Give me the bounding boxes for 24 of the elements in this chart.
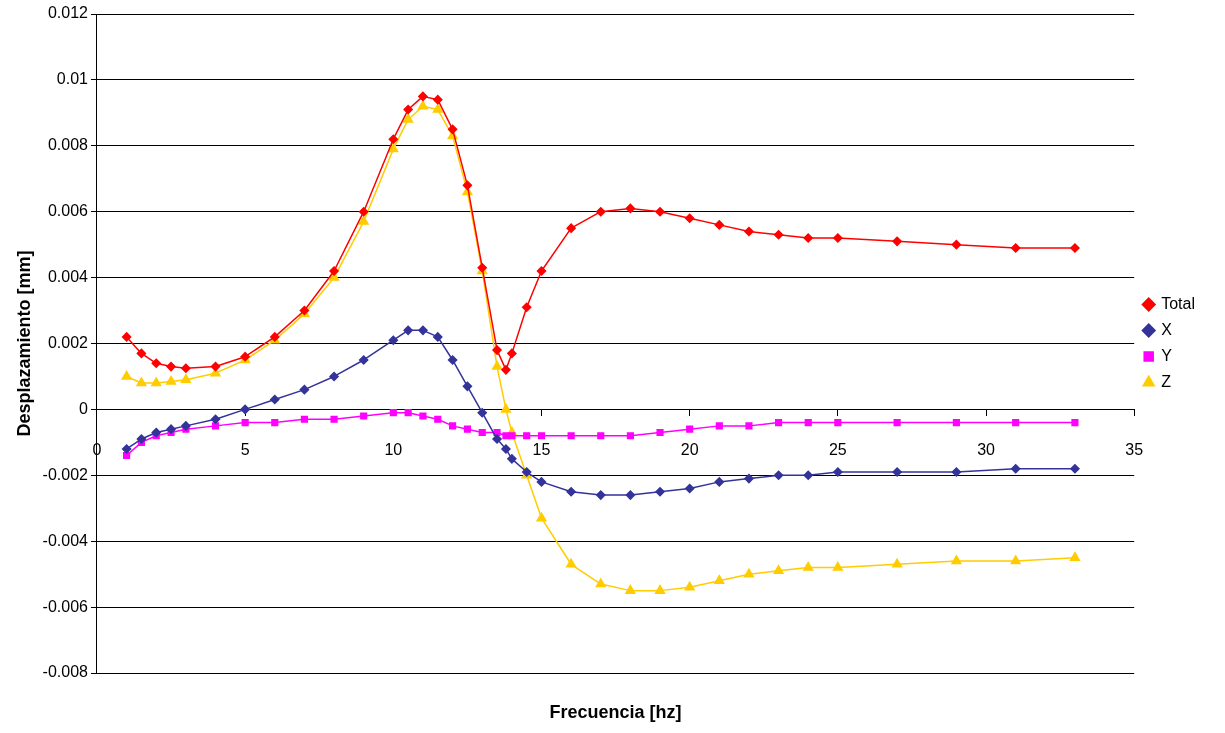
x-tick-label: 15	[532, 441, 551, 459]
x-tick-label: 5	[240, 441, 250, 459]
y-tick-label: 0.012	[47, 4, 89, 22]
x-tick-label: 30	[977, 441, 996, 459]
x-tick-label: 35	[1125, 441, 1144, 459]
x-tick-label: 25	[828, 441, 847, 459]
legend-label: X	[1161, 320, 1173, 338]
y-tick-label: 0	[79, 399, 89, 417]
y-tick-label: -0.006	[42, 597, 89, 615]
x-axis-title: Frecuencia [hz]	[549, 701, 682, 722]
y-tick-label: 0.002	[47, 333, 89, 351]
x-tick-label: 10	[384, 441, 403, 459]
y-tick-label: -0.002	[42, 465, 89, 483]
legend-label: Total	[1161, 294, 1195, 312]
y-tick-label: -0.008	[42, 663, 89, 681]
y-tick-label: -0.004	[42, 531, 89, 549]
y-tick-label: 0.01	[56, 70, 89, 88]
legend-label: Y	[1161, 346, 1173, 364]
legend-label: Z	[1161, 372, 1172, 390]
y-tick-label: 0.004	[47, 268, 89, 286]
x-tick-label: 20	[680, 441, 699, 459]
y-axis-title: Desplazamiento [mm]	[13, 250, 34, 437]
y-tick-label: 0.008	[47, 136, 89, 154]
y-tick-label: 0.006	[47, 202, 89, 220]
